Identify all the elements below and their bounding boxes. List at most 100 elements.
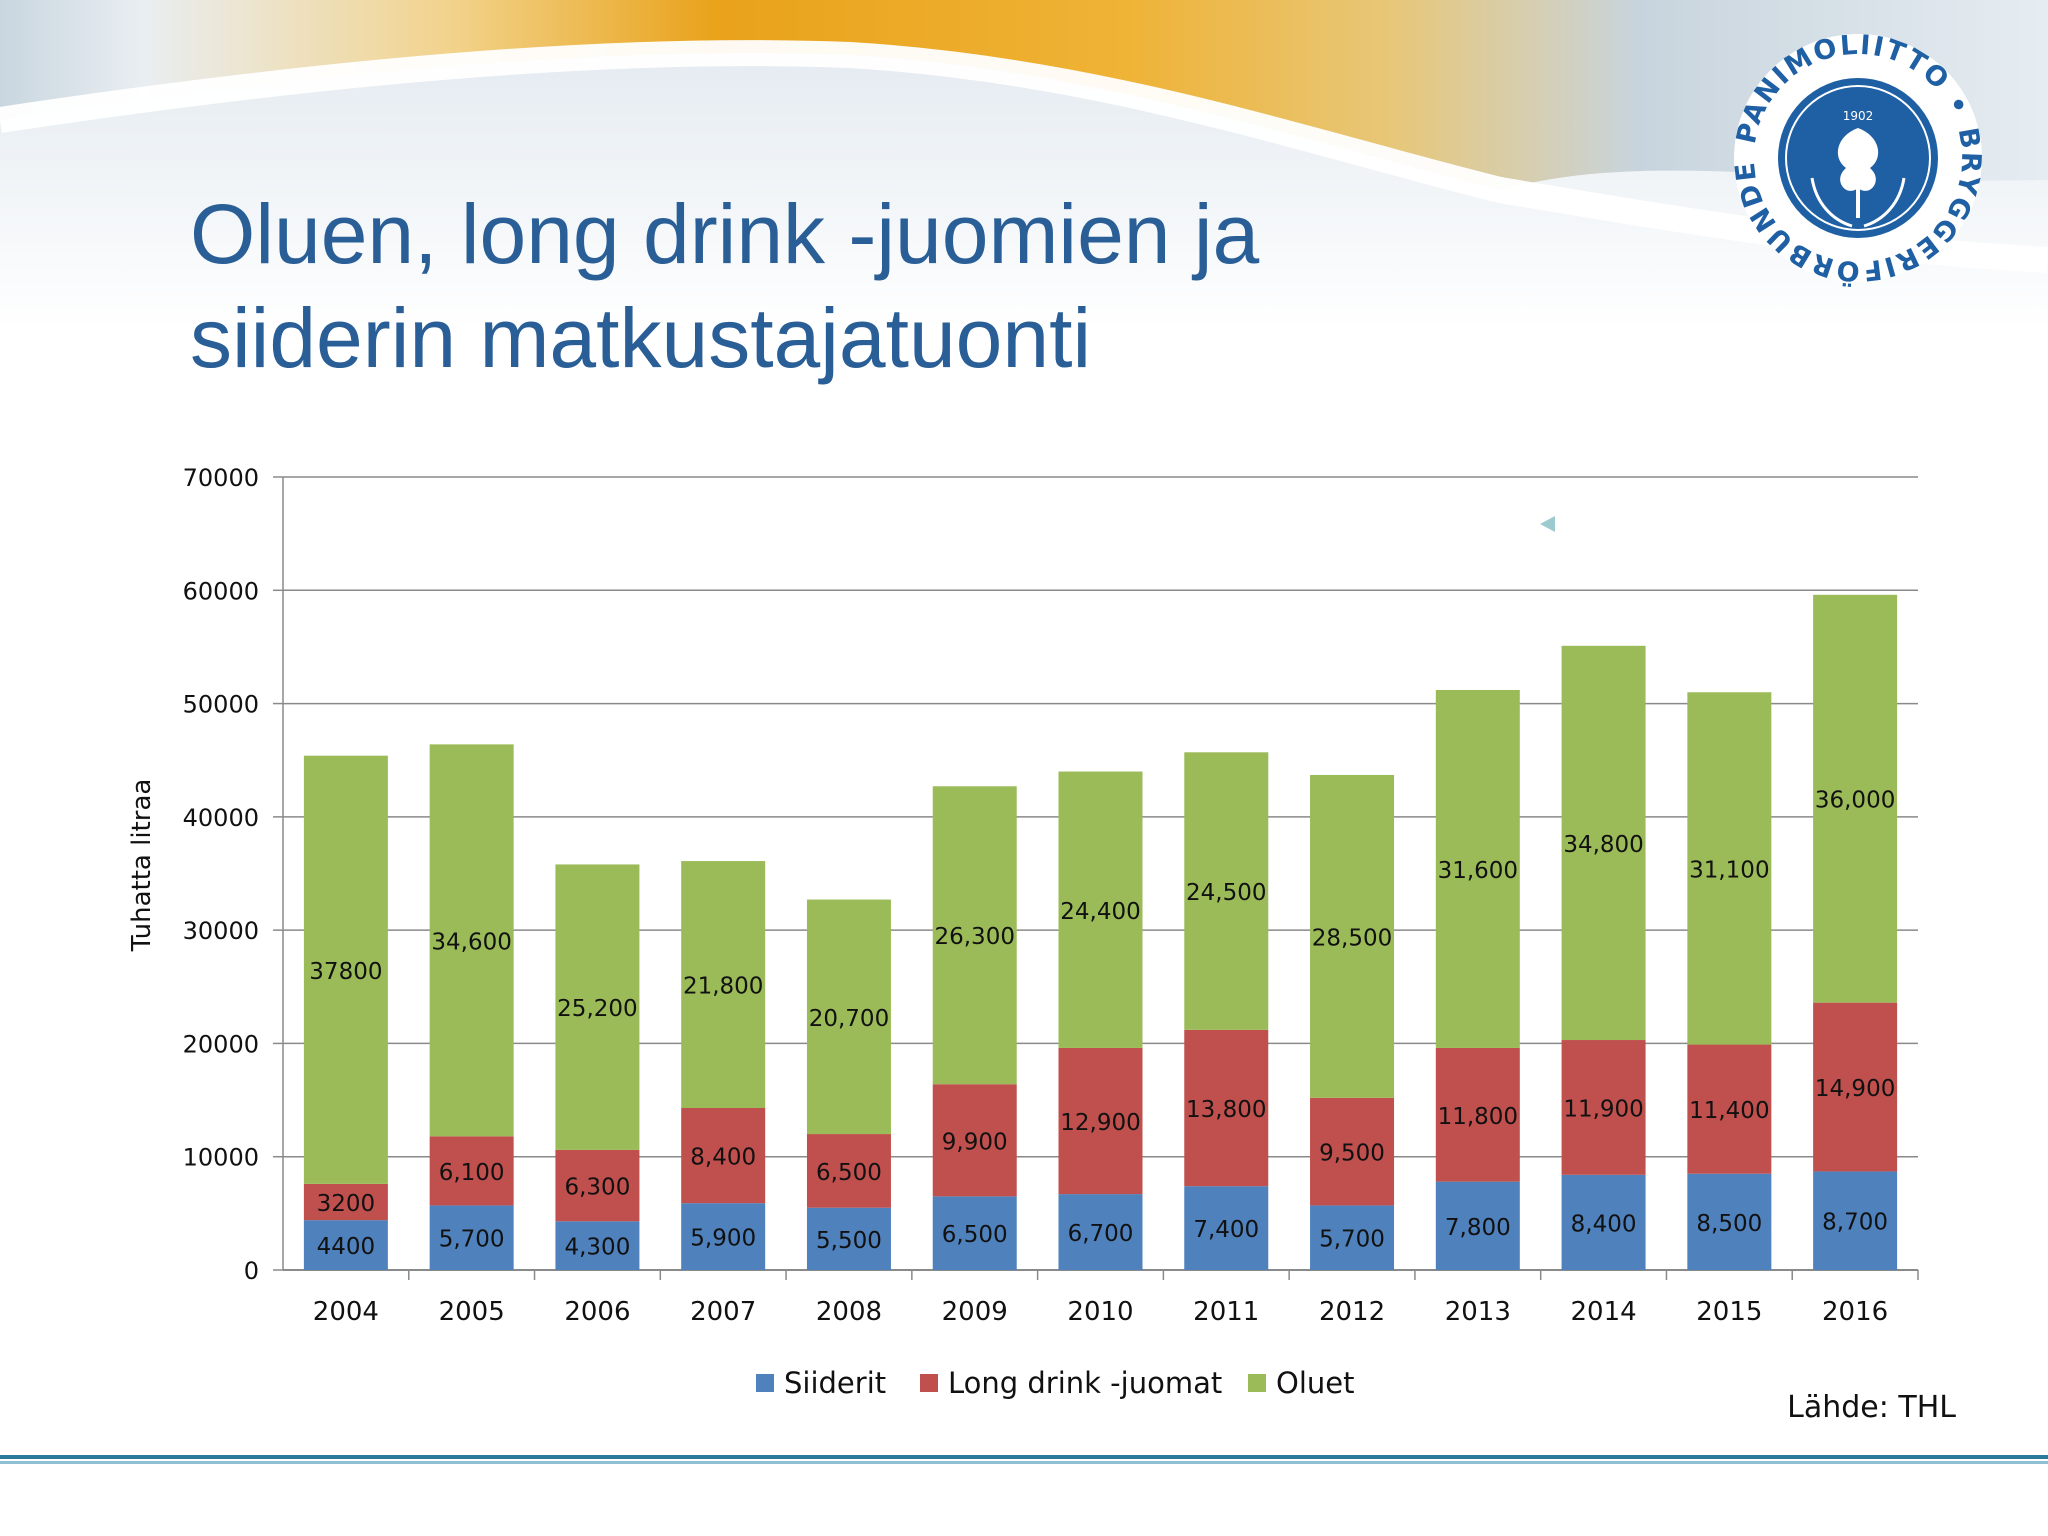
y-axis-ticks: 0 10000 20000 30000 40000 50000 60000 70000 bbox=[183, 464, 259, 1285]
data-label: 4400 bbox=[317, 1234, 376, 1260]
bar-segment bbox=[1310, 1205, 1395, 1270]
bar-segment bbox=[1561, 645, 1646, 1041]
data-label: 8,500 bbox=[1696, 1211, 1762, 1237]
bar-segment bbox=[806, 899, 891, 1135]
data-label: 8,400 bbox=[690, 1145, 756, 1171]
bar-segment bbox=[1184, 1029, 1269, 1187]
bar-segment bbox=[932, 1084, 1017, 1197]
legend-label: Oluet bbox=[1276, 1366, 1354, 1400]
bar-segment bbox=[1687, 1173, 1772, 1270]
data-label: 6,700 bbox=[1068, 1221, 1134, 1247]
slide-title: Oluen, long drink -juomien ja siiderin m… bbox=[190, 182, 1259, 390]
bar-segment bbox=[1813, 594, 1898, 1003]
bar-segment bbox=[555, 1221, 640, 1270]
x-tick-label: 2016 bbox=[1822, 1297, 1888, 1327]
bar-segment bbox=[932, 1196, 1017, 1270]
bar-segment bbox=[1435, 689, 1520, 1048]
data-label: 25,200 bbox=[557, 996, 637, 1022]
x-tick-label: 2013 bbox=[1445, 1297, 1511, 1327]
bar-segment bbox=[932, 786, 1017, 1085]
x-tick-label: 2011 bbox=[1193, 1297, 1259, 1327]
data-label: 26,300 bbox=[934, 924, 1014, 950]
bar-segment bbox=[806, 1207, 891, 1270]
footer-rule bbox=[0, 1455, 2048, 1459]
bar-segment bbox=[1310, 1097, 1395, 1206]
data-label: 11,400 bbox=[1689, 1098, 1769, 1124]
y-tick-label: 30000 bbox=[183, 917, 259, 945]
data-label: 24,400 bbox=[1060, 899, 1140, 925]
legend-swatch bbox=[1248, 1374, 1266, 1392]
y-tick-label: 10000 bbox=[183, 1144, 259, 1172]
y-tick-label: 20000 bbox=[183, 1030, 259, 1058]
y-tick-label: 70000 bbox=[183, 464, 259, 492]
bar-segment bbox=[1184, 752, 1269, 1030]
data-label: 9,900 bbox=[942, 1129, 1008, 1155]
bar-segment bbox=[1813, 1002, 1898, 1172]
bar-segment bbox=[1058, 1194, 1143, 1270]
data-label: 11,900 bbox=[1563, 1096, 1643, 1122]
data-label: 7,400 bbox=[1193, 1217, 1259, 1243]
title-line-2: siiderin matkustajatuonti bbox=[190, 291, 1092, 385]
data-label: 28,500 bbox=[1312, 925, 1392, 951]
data-label: 6,500 bbox=[816, 1160, 882, 1186]
bar-segment bbox=[1561, 1040, 1646, 1175]
y-tick-label: 50000 bbox=[183, 691, 259, 719]
y-tick-label: 0 bbox=[244, 1257, 259, 1285]
bar-segment bbox=[681, 1108, 766, 1204]
bar-segment bbox=[1310, 774, 1395, 1098]
bar-segment bbox=[1435, 1181, 1520, 1270]
x-tick-label: 2012 bbox=[1319, 1297, 1385, 1327]
bar-segment bbox=[303, 1183, 388, 1221]
bar-segment bbox=[1813, 1171, 1898, 1270]
x-tick-label: 2007 bbox=[690, 1297, 756, 1327]
bar-segment bbox=[1687, 1044, 1772, 1174]
bar-segment bbox=[555, 1149, 640, 1222]
data-label: 21,800 bbox=[683, 974, 763, 1000]
source-note: Lähde: THL bbox=[1787, 1390, 1956, 1425]
data-label: 4,300 bbox=[564, 1235, 630, 1261]
bar-segment bbox=[1058, 771, 1143, 1048]
data-label: 5,900 bbox=[690, 1226, 756, 1252]
data-label: 5,700 bbox=[1319, 1227, 1385, 1253]
legend-label: Siiderit bbox=[784, 1366, 886, 1400]
stacked-bar-chart: 0 10000 20000 30000 40000 50000 60000 70000 440… bbox=[127, 464, 1919, 1400]
data-label: 20,700 bbox=[809, 1006, 889, 1032]
bar-segment bbox=[1687, 692, 1772, 1045]
x-tick-label: 2015 bbox=[1696, 1297, 1762, 1327]
x-tick-label: 2008 bbox=[816, 1297, 882, 1327]
data-label: 36,000 bbox=[1815, 788, 1895, 814]
y-tick-label: 60000 bbox=[183, 577, 259, 605]
data-label: 7,800 bbox=[1445, 1215, 1511, 1241]
data-label: 6,500 bbox=[942, 1222, 1008, 1248]
data-label: 9,500 bbox=[1319, 1141, 1385, 1167]
legend-swatch bbox=[756, 1374, 774, 1392]
data-label: 14,900 bbox=[1815, 1076, 1895, 1102]
small-triangle-marker bbox=[1540, 516, 1555, 532]
chart-legend: Siiderit Long drink -juomat Oluet bbox=[756, 1366, 1354, 1400]
bar-segment bbox=[681, 1203, 766, 1270]
bar-segment bbox=[429, 1205, 514, 1270]
x-tick-label: 2005 bbox=[439, 1297, 505, 1327]
data-label: 12,900 bbox=[1060, 1110, 1140, 1136]
bar-segment bbox=[1435, 1047, 1520, 1182]
header-banner bbox=[0, 0, 2048, 330]
data-label: 8,700 bbox=[1822, 1210, 1888, 1236]
x-axis-ticks: 2004 2005 2006 2007 2008 2009 2010 2011 2012 2013… bbox=[313, 1297, 1888, 1327]
data-label: 3200 bbox=[317, 1191, 376, 1217]
legend-swatch bbox=[920, 1374, 938, 1392]
bar-segment bbox=[303, 755, 388, 1184]
data-label: 5,700 bbox=[439, 1227, 505, 1253]
data-label: 13,800 bbox=[1186, 1097, 1266, 1123]
x-tick-label: 2004 bbox=[313, 1297, 379, 1327]
data-label: 8,400 bbox=[1571, 1211, 1637, 1237]
bar-segment bbox=[555, 864, 640, 1150]
bar-segment bbox=[1561, 1174, 1646, 1270]
panimoliitto-logo: PANIMOLIITTO • BRYGGERIFÖRBUNDET • 1902 bbox=[1728, 28, 1984, 288]
y-axis-label: Tuhatta litraa bbox=[127, 779, 157, 953]
bar-segment bbox=[429, 1136, 514, 1206]
data-label: 31,100 bbox=[1689, 857, 1769, 883]
bar-segment bbox=[681, 861, 766, 1109]
bar-segment bbox=[429, 744, 514, 1137]
legend-label: Long drink -juomat bbox=[948, 1366, 1222, 1400]
